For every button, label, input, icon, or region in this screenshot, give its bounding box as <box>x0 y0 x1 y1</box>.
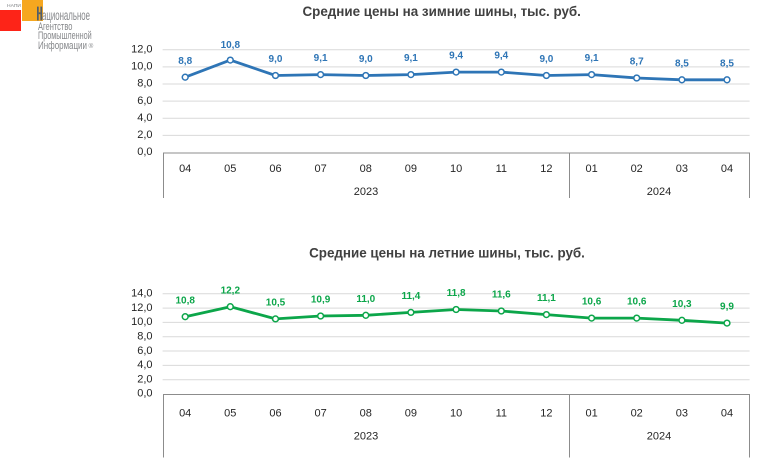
svg-text:09: 09 <box>405 163 417 175</box>
svg-text:Средние цены на летние шины, т: Средние цены на летние шины, тыс. руб. <box>309 246 585 261</box>
svg-text:06: 06 <box>269 408 281 420</box>
svg-text:2,0: 2,0 <box>137 129 152 141</box>
svg-text:12,2: 12,2 <box>221 285 241 296</box>
svg-text:10,6: 10,6 <box>582 297 602 308</box>
svg-text:11: 11 <box>496 408 507 420</box>
svg-text:03: 03 <box>676 163 688 175</box>
svg-text:8,7: 8,7 <box>630 57 644 68</box>
svg-text:11: 11 <box>496 163 507 175</box>
svg-text:4,0: 4,0 <box>137 112 152 124</box>
svg-text:9,0: 9,0 <box>359 54 373 65</box>
svg-text:9,1: 9,1 <box>314 53 328 64</box>
svg-text:8,0: 8,0 <box>137 78 152 90</box>
svg-text:08: 08 <box>360 408 372 420</box>
svg-text:2024: 2024 <box>647 186 671 198</box>
svg-text:11,4: 11,4 <box>401 291 420 302</box>
svg-text:4,0: 4,0 <box>137 359 152 371</box>
svg-text:10,8: 10,8 <box>221 40 241 51</box>
svg-text:11,1: 11,1 <box>537 293 556 304</box>
svg-text:10,8: 10,8 <box>175 295 195 306</box>
svg-text:01: 01 <box>585 408 597 420</box>
svg-text:6,0: 6,0 <box>137 345 152 357</box>
svg-text:07: 07 <box>314 408 326 420</box>
svg-text:04: 04 <box>721 408 733 420</box>
svg-text:10,3: 10,3 <box>672 299 692 310</box>
svg-text:0,0: 0,0 <box>137 146 152 158</box>
svg-text:05: 05 <box>224 408 236 420</box>
svg-text:2023: 2023 <box>354 186 378 198</box>
svg-text:10: 10 <box>450 163 462 175</box>
svg-text:8,0: 8,0 <box>137 330 152 342</box>
svg-text:0,0: 0,0 <box>137 388 152 400</box>
svg-text:06: 06 <box>269 163 281 175</box>
svg-text:05: 05 <box>224 163 236 175</box>
svg-text:9,1: 9,1 <box>585 53 599 64</box>
svg-text:9,4: 9,4 <box>449 51 463 62</box>
svg-text:09: 09 <box>405 408 417 420</box>
svg-text:11,6: 11,6 <box>492 290 511 301</box>
svg-text:Средние цены на зимние шины, т: Средние цены на зимние шины, тыс. руб. <box>302 4 580 19</box>
svg-text:12: 12 <box>540 408 552 420</box>
svg-text:14,0: 14,0 <box>131 288 152 300</box>
svg-text:6,0: 6,0 <box>137 95 152 107</box>
svg-text:9,0: 9,0 <box>539 54 553 65</box>
svg-text:2,0: 2,0 <box>137 373 152 385</box>
svg-text:12,0: 12,0 <box>131 44 152 56</box>
svg-text:11,0: 11,0 <box>356 294 375 305</box>
svg-text:07: 07 <box>314 163 326 175</box>
svg-text:04: 04 <box>179 408 191 420</box>
svg-text:02: 02 <box>631 408 643 420</box>
svg-text:11,8: 11,8 <box>447 288 466 299</box>
svg-text:12,0: 12,0 <box>131 302 152 314</box>
svg-text:02: 02 <box>631 163 643 175</box>
svg-text:10: 10 <box>450 408 462 420</box>
svg-text:04: 04 <box>721 163 733 175</box>
svg-text:9,0: 9,0 <box>269 54 283 65</box>
svg-text:9,4: 9,4 <box>494 51 508 62</box>
svg-text:10,5: 10,5 <box>266 298 286 309</box>
svg-text:8,8: 8,8 <box>178 56 192 67</box>
svg-text:2023: 2023 <box>354 431 378 443</box>
svg-text:01: 01 <box>585 163 597 175</box>
svg-text:04: 04 <box>179 163 191 175</box>
svg-text:10,6: 10,6 <box>627 297 647 308</box>
svg-text:9,9: 9,9 <box>720 302 734 313</box>
svg-text:8,5: 8,5 <box>720 58 734 69</box>
svg-text:12: 12 <box>540 163 552 175</box>
svg-text:10,0: 10,0 <box>131 61 152 73</box>
svg-text:03: 03 <box>676 408 688 420</box>
svg-text:10,0: 10,0 <box>131 316 152 328</box>
svg-text:2024: 2024 <box>647 431 671 443</box>
svg-text:8,5: 8,5 <box>675 58 689 69</box>
svg-text:9,1: 9,1 <box>404 53 418 64</box>
svg-text:08: 08 <box>360 163 372 175</box>
svg-text:10,9: 10,9 <box>311 295 331 306</box>
